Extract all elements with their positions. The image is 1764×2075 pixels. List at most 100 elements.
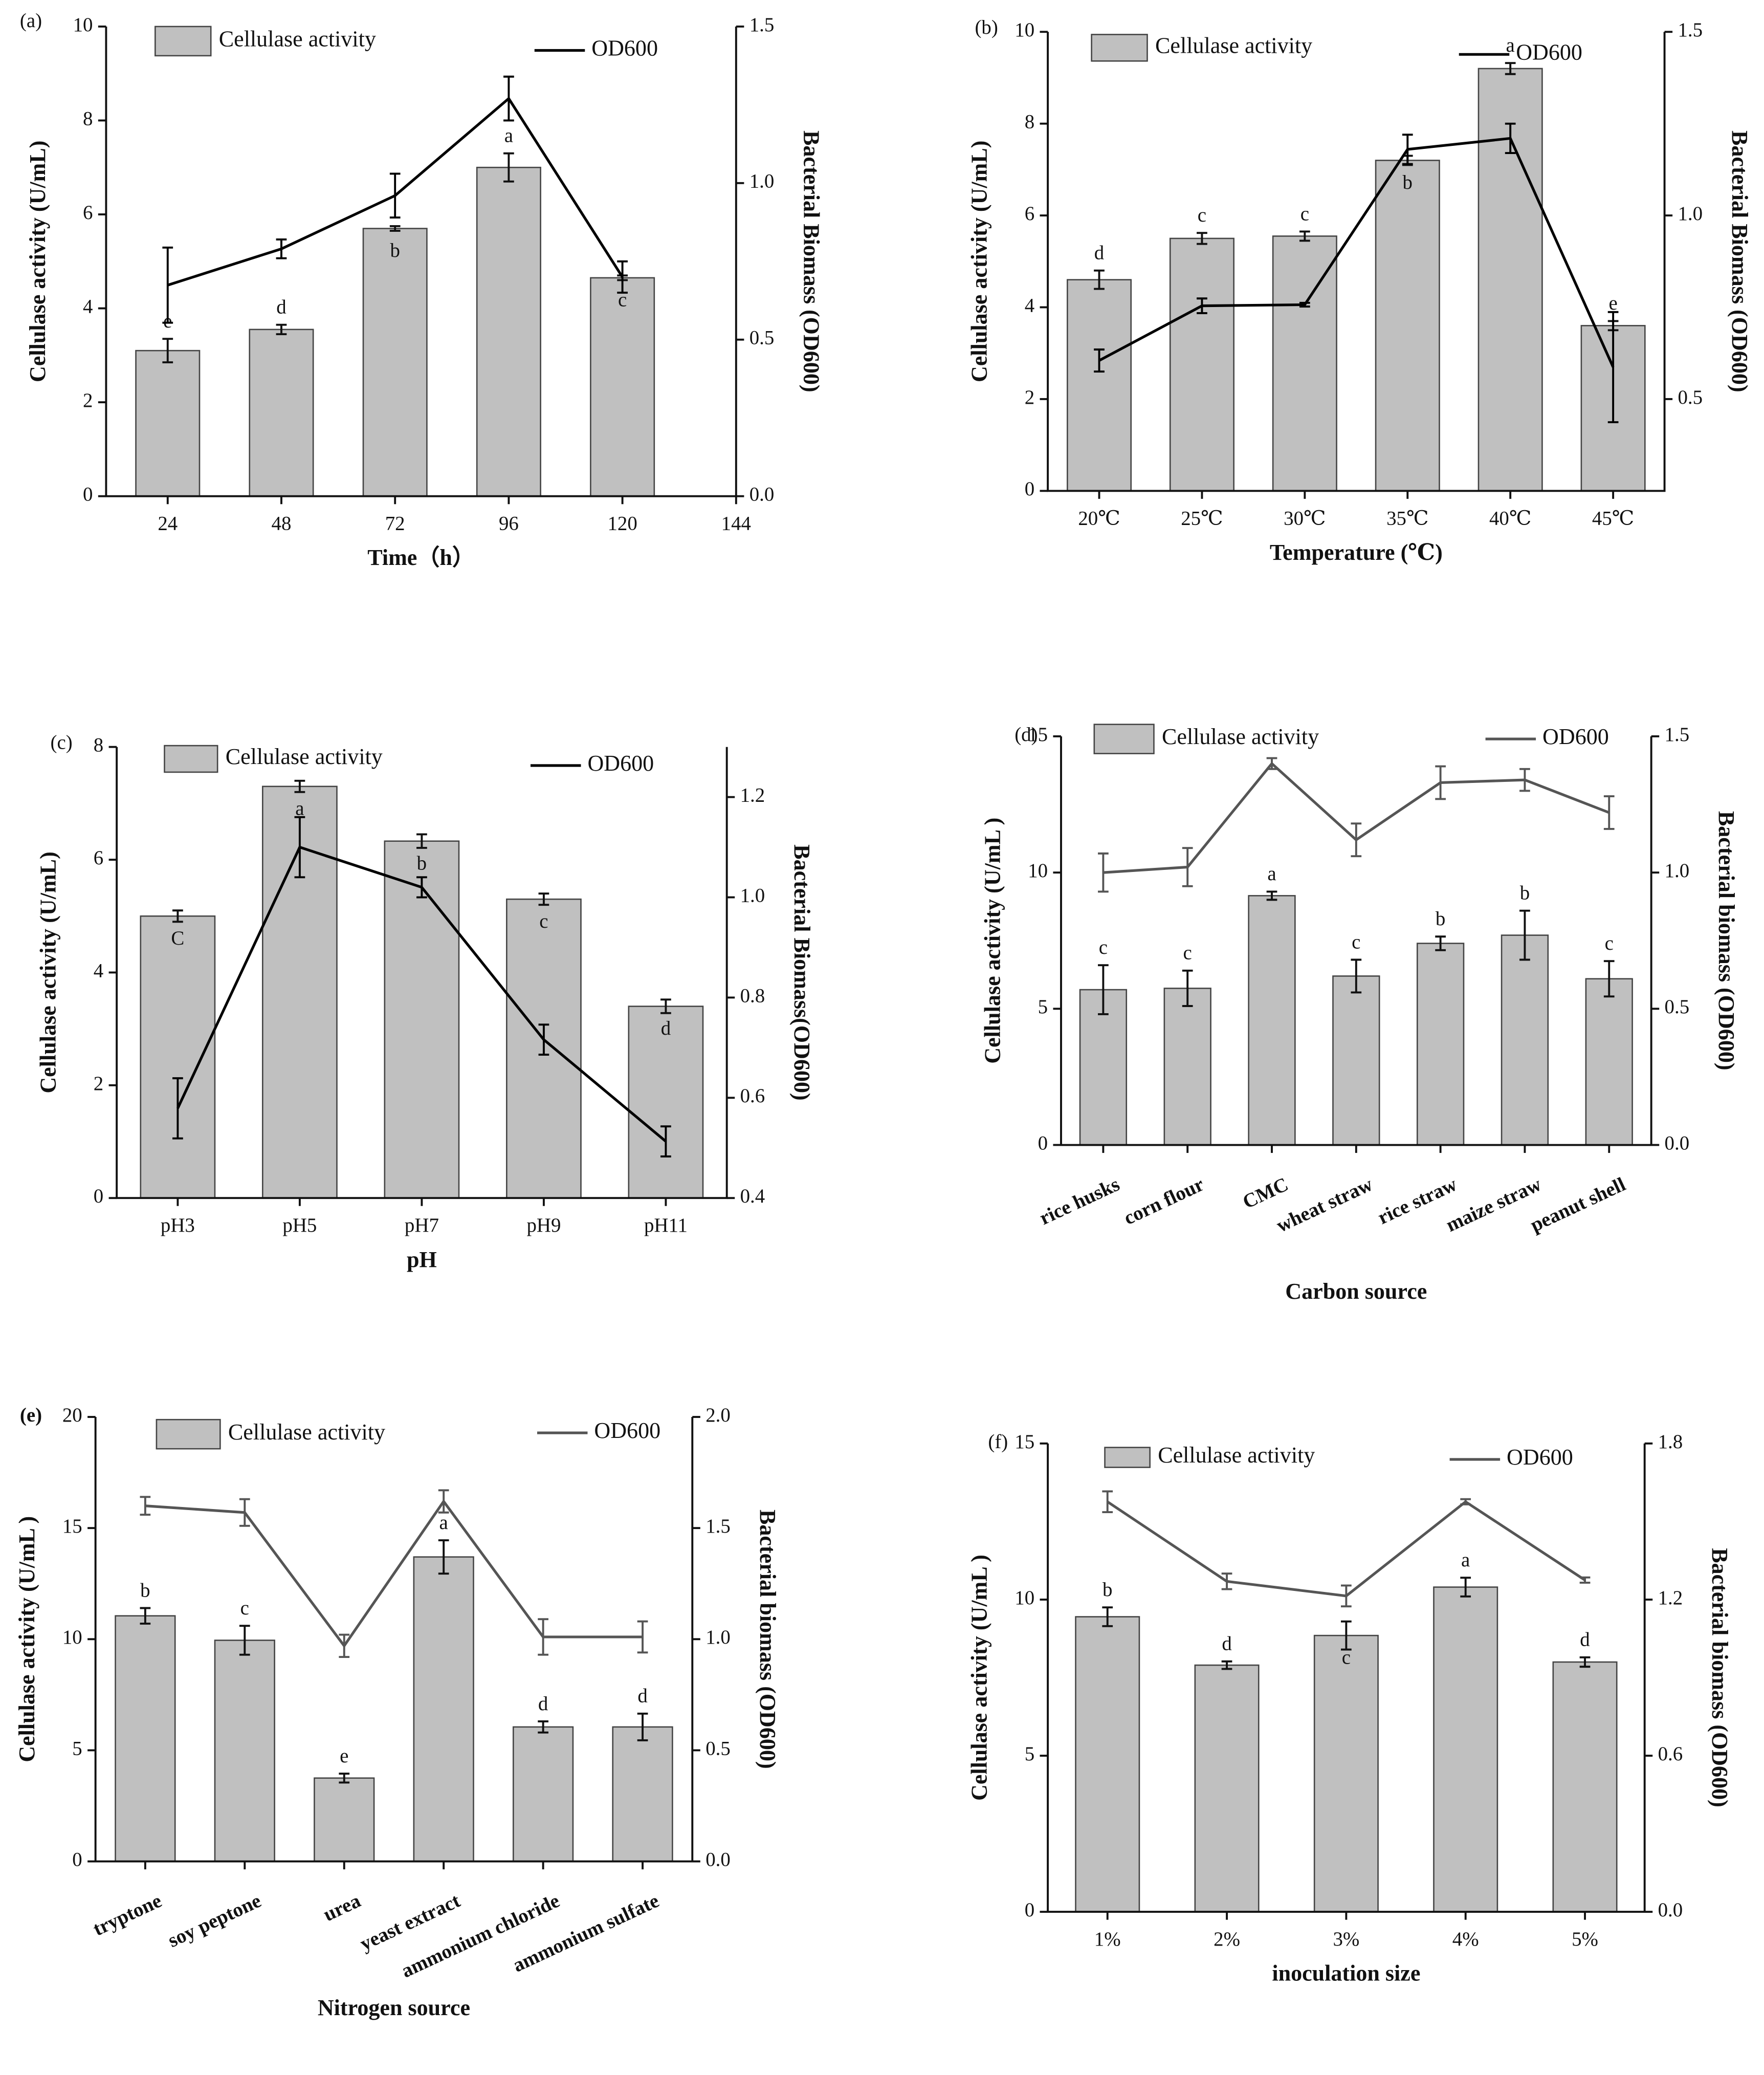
- panel: (d) c c a c b b c 0 5 10 15 0.0 0.5 1.0 1.5 rice husksco…: [980, 724, 1739, 1304]
- y-tick-label: 5: [72, 1737, 82, 1759]
- x-tick-label: 48: [272, 513, 292, 535]
- y2-axis-title: Bacterial Biomass(OD600): [789, 844, 814, 1101]
- y-tick-label: 0: [1038, 1132, 1048, 1154]
- y2-tick-label: 0.5: [1678, 386, 1703, 408]
- bar-annotation: d: [276, 296, 286, 318]
- bar-annotation: b: [1102, 1579, 1112, 1601]
- error-bar: [1505, 62, 1516, 75]
- y-tick-label: 2: [94, 1073, 103, 1095]
- line-error-bar: [637, 1620, 648, 1654]
- y-tick-label: 20: [62, 1404, 82, 1426]
- y2-tick-label: 0.8: [740, 985, 765, 1007]
- panel-label: (f): [988, 1431, 1008, 1453]
- error-bar: [239, 1625, 250, 1656]
- panel: (e) b c e a d d 0 5 10 15 20 0.0 0.5 1.0 1.5 2.0 tryptone…: [14, 1404, 780, 2020]
- y-tick-label: 4: [94, 959, 103, 981]
- line-error-bar: [1519, 768, 1530, 792]
- bar-annotation: a: [295, 797, 304, 819]
- y2-tick-label: 0.6: [740, 1085, 765, 1107]
- y-tick-label: 5: [1038, 996, 1048, 1018]
- x-tick-label: 4%: [1452, 1928, 1479, 1950]
- x-tick-label: 25℃: [1181, 507, 1223, 529]
- line-error-bar: [1340, 1584, 1352, 1608]
- legend-label: OD600: [1516, 39, 1582, 64]
- bar-annotation: a: [1267, 863, 1276, 885]
- error-bar: [1460, 1577, 1471, 1598]
- line-error-bar: [538, 1618, 548, 1656]
- bar-annotation: c: [1099, 936, 1108, 958]
- legend-swatch: [1104, 1447, 1151, 1468]
- line-error-bar: [1505, 122, 1516, 154]
- bar: [384, 840, 460, 1199]
- panel: (f) b d c a d 0 5 10 15 0.0 0.6 1.2 1.8 1% 2% 3% 4% 5% Cell…: [967, 1431, 1733, 1986]
- error-bar: [660, 998, 671, 1014]
- y2-tick-label: 0.6: [1658, 1743, 1683, 1765]
- line-error-bar: [1221, 1572, 1232, 1590]
- bar: [1169, 237, 1234, 492]
- legend-swatch: [1093, 724, 1155, 754]
- y2-tick-label: 1.8: [1658, 1431, 1683, 1453]
- y-tick-label: 0: [1025, 1899, 1034, 1921]
- y-tick-label: 0: [72, 1848, 82, 1870]
- y-tick-label: 15: [1015, 1431, 1034, 1453]
- bar-annotation: a: [1461, 1549, 1470, 1571]
- y-tick-label: 6: [83, 202, 93, 224]
- y2-axis-title: Bacterial biomass (OD600): [1714, 811, 1739, 1071]
- x-tick-label: corn flour: [1120, 1173, 1207, 1230]
- legend-label: OD600: [594, 1418, 660, 1443]
- bar-annotation: b: [1520, 882, 1530, 904]
- y2-axis-title: Bacterial Biomass (OD600): [799, 130, 824, 392]
- x-tick-label: rice husks: [1036, 1173, 1123, 1230]
- error-bar: [1098, 964, 1109, 1015]
- bar-annotation: c: [618, 289, 627, 311]
- y2-tick-label: 1.0: [705, 1626, 731, 1648]
- panel: (b) d c c b a e 0 2 4 6 8 10 0.5 1.0 1.5 20℃ 25℃ 30℃ 35℃ 40℃…: [967, 16, 1752, 565]
- error-bar: [538, 892, 549, 906]
- bar-annotation: c: [1352, 931, 1360, 953]
- legend-swatch: [155, 26, 212, 57]
- y2-axis-title: Bacterial biomass (OD600): [1707, 1548, 1732, 1807]
- bar: [476, 166, 541, 497]
- line-error-bar: [1579, 1576, 1591, 1584]
- error-bar: [1266, 890, 1277, 901]
- line-error-bar: [1182, 847, 1193, 887]
- bar: [115, 1615, 176, 1862]
- bar: [1194, 1664, 1260, 1913]
- x-tick-label: CMC: [1239, 1173, 1291, 1213]
- y2-axis-title: Bacterial biomass (OD600): [755, 1510, 780, 1769]
- error-bar: [438, 1539, 449, 1575]
- bar: [1416, 943, 1465, 1146]
- line-error-bar: [1197, 297, 1207, 314]
- bar: [1552, 1661, 1618, 1913]
- bar-annotation: b: [417, 852, 427, 874]
- line-error-bar: [239, 1498, 250, 1527]
- bar: [362, 228, 428, 497]
- bar-annotation: e: [1608, 292, 1617, 314]
- legend-swatch: [164, 745, 218, 773]
- x-axis-title: inoculation size: [1272, 1961, 1420, 1986]
- x-tick-label: 35℃: [1386, 507, 1428, 529]
- bar-annotation: d: [538, 1693, 548, 1715]
- bar: [1433, 1586, 1498, 1913]
- y-tick-label: 4: [1025, 294, 1034, 316]
- error-bar: [339, 1773, 350, 1784]
- bar-annotation: d: [661, 1017, 671, 1039]
- error-bar: [1340, 1620, 1352, 1651]
- x-tick-label: pH7: [405, 1214, 439, 1236]
- bar-annotation: d: [1094, 242, 1104, 264]
- legend-label: OD600: [1507, 1445, 1573, 1470]
- y2-tick-label: 1.0: [1665, 860, 1690, 882]
- line-error-bar: [276, 238, 287, 259]
- legend-label: OD600: [1542, 724, 1609, 749]
- legend-label: OD600: [591, 36, 658, 61]
- y-tick-label: 10: [1015, 19, 1034, 41]
- y-tick-label: 10: [1028, 860, 1048, 882]
- bar-annotation: c: [1605, 932, 1614, 954]
- bar: [413, 1556, 474, 1862]
- line-error-bar: [162, 246, 173, 324]
- x-tick-label: maize straw: [1443, 1173, 1545, 1236]
- legend-label: Cellulase activity: [1162, 724, 1319, 749]
- x-axis-title: Time（h）: [367, 545, 475, 570]
- y2-tick-label: 1.0: [1678, 203, 1703, 225]
- axis-frame: [1047, 32, 1666, 492]
